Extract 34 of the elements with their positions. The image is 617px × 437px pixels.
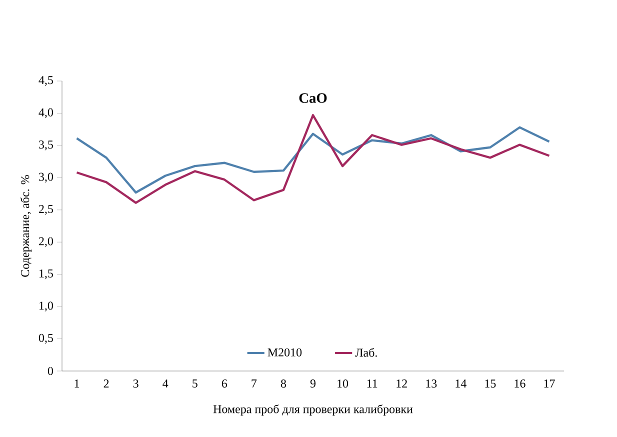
x-tick-label: 3 [133,380,138,388]
y-axis-title: Содержание, абс. % [20,175,32,277]
x-tick-label: 12 [396,380,407,388]
x-tick-label: 5 [192,380,198,388]
y-tick-label: 3,0 [39,172,54,183]
x-tick-label: 6 [222,380,228,388]
y-tick-label: 2,5 [39,204,54,215]
x-tick-label: 8 [280,380,286,388]
x-tick-label: 4 [162,380,168,388]
x-tick-label: 17 [544,380,555,388]
y-tick-label: 1,0 [40,302,54,312]
legend-label: Лаб. [355,348,377,357]
y-tick-label: 2,0 [39,237,54,248]
x-tick-label: 2 [104,380,109,388]
x-tick-label: 16 [514,380,526,388]
x-tick-label: 15 [485,380,496,388]
x-tick-label: 1 [74,380,80,388]
y-tick-label: 0 [48,366,54,376]
y-tick-label: 4,5 [38,76,54,86]
y-tick-label: 1,5 [40,269,54,280]
x-tick-label: 9 [310,380,316,388]
x-tick-label: 10 [338,380,348,388]
line-series [76,126,550,194]
text: CaO [299,93,327,103]
x-tick-label: 14 [456,380,466,388]
x-tick-label: 13 [426,380,437,388]
y-tick-label: 4,0 [38,108,54,118]
y-tick-label: 3,5 [39,140,54,150]
x-tick-label: 7 [252,380,257,388]
x-tick-label: 11 [367,380,378,388]
x-axis-title: Номера проб для проверки калибровки [213,404,413,416]
line-series [76,114,550,204]
y-tick-label: 0,5 [38,334,54,344]
legend-label: M2010 [268,348,302,356]
